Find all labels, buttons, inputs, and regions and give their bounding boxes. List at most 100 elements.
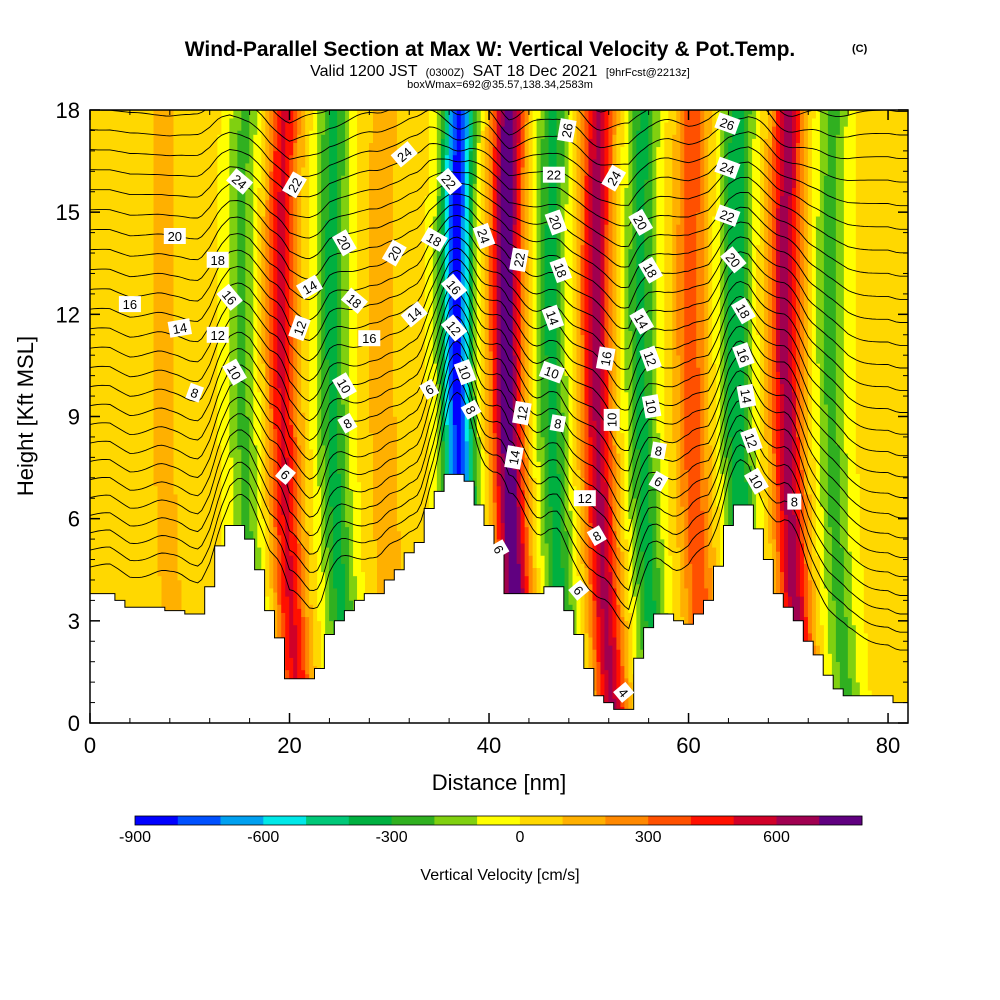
velocity-cell — [357, 481, 362, 642]
velocity-cell — [265, 199, 270, 381]
isentrope-label-bg — [538, 360, 565, 384]
isentrope-label-bg — [216, 283, 243, 311]
velocity-cell — [261, 110, 266, 217]
velocity-cell — [600, 673, 606, 716]
velocity-cell — [724, 121, 729, 458]
velocity-cell — [149, 110, 155, 723]
isentrope-label-bg — [419, 378, 440, 400]
velocity-cell — [768, 146, 773, 430]
velocity-cell — [620, 432, 625, 552]
isentrope-label-text: 18 — [424, 230, 444, 250]
isentrope-label-bg — [714, 204, 741, 227]
velocity-cell — [819, 110, 825, 507]
velocity-cell — [496, 485, 502, 540]
velocity-cell — [604, 481, 610, 581]
velocity-cell — [257, 187, 262, 393]
velocity-cell — [161, 110, 167, 642]
velocity-cell — [440, 440, 446, 515]
velocity-cell — [257, 110, 262, 188]
velocity-cell — [803, 493, 809, 564]
velocity-cell — [189, 110, 195, 723]
velocity-cell — [532, 477, 538, 569]
velocity-cell — [807, 110, 813, 495]
isentrope-label-bg — [206, 251, 229, 268]
velocity-cell — [584, 567, 590, 634]
velocity-cell — [787, 383, 793, 597]
velocity-cell — [823, 110, 829, 176]
isentrope-label-text: 16 — [123, 297, 137, 312]
y-tick-label: 15 — [56, 200, 80, 225]
colorbar-tick-label: -300 — [376, 829, 408, 846]
velocity-cell — [708, 134, 713, 446]
x-tick-label: 0 — [84, 733, 96, 758]
velocity-cell — [875, 110, 881, 723]
velocity-cell — [787, 195, 793, 385]
isentrope-label-bg — [639, 345, 662, 372]
velocity-cell — [540, 436, 546, 556]
velocity-cell — [756, 244, 761, 336]
isentrope-label-text: 8 — [189, 385, 201, 402]
velocity-cell — [345, 110, 350, 528]
velocity-cell — [285, 110, 290, 123]
velocity-cell — [229, 110, 234, 119]
isentrope-label: 18 — [340, 287, 368, 314]
velocity-cell — [612, 134, 618, 446]
velocity-cell — [795, 518, 801, 597]
velocity-cell — [245, 162, 250, 417]
isentrope-label-bg — [274, 463, 297, 486]
velocity-cell — [636, 448, 641, 585]
isentrope-label-bg — [288, 314, 311, 342]
colorbar-tick-label: -900 — [119, 829, 151, 846]
velocity-cell — [776, 110, 781, 209]
velocity-cell — [373, 110, 378, 540]
velocity-cell — [520, 110, 526, 168]
velocity-cell — [676, 546, 681, 683]
isentrope-label-text: 12 — [578, 491, 592, 506]
velocity-cell — [325, 358, 330, 548]
velocity-cell — [416, 110, 422, 723]
velocity-cell — [325, 220, 330, 360]
velocity-cell — [245, 110, 250, 164]
velocity-cell — [608, 571, 614, 646]
velocity-cell — [153, 485, 159, 723]
velocity-cell — [424, 195, 430, 385]
isentrope-line — [90, 225, 908, 369]
velocity-cell — [197, 110, 203, 723]
isentrope-label: 6 — [274, 463, 297, 486]
velocity-cell — [369, 110, 374, 143]
velocity-cell — [317, 485, 322, 622]
velocity-cell — [301, 616, 306, 671]
isentrope-label-text: 8 — [654, 443, 664, 459]
colorbar-swatch — [690, 816, 735, 825]
isentrope-label-bg — [732, 342, 755, 369]
velocity-cell — [524, 526, 530, 577]
colorbar-tick-label: 600 — [763, 829, 790, 846]
isentrope-label-text: 10 — [455, 363, 474, 382]
y-tick-label: 18 — [56, 98, 80, 123]
velocity-cell — [648, 110, 653, 524]
velocity-cell — [404, 110, 410, 667]
velocity-cell — [612, 530, 618, 589]
isentrope-label: 10 — [222, 358, 248, 386]
velocity-cell — [596, 110, 602, 536]
velocity-cell — [544, 542, 550, 626]
colorbar-swatch — [306, 816, 350, 825]
velocity-cell — [780, 110, 785, 197]
velocity-cell — [795, 110, 801, 143]
velocity-cell — [616, 604, 621, 650]
velocity-cell — [173, 110, 179, 495]
isentrope-label: 20 — [720, 246, 747, 274]
velocity-cell — [608, 166, 614, 413]
velocity-cell — [528, 110, 534, 479]
velocity-cell — [644, 399, 649, 622]
colorbar-swatch — [434, 816, 478, 825]
velocity-cell — [672, 110, 677, 135]
isentrope-label: 8 — [586, 525, 607, 547]
isentrope-label-bg — [453, 359, 477, 386]
velocity-cell — [863, 110, 869, 634]
velocity-cell — [568, 510, 574, 605]
isentrope-label: 18 — [206, 251, 229, 268]
isentrope-label-bg — [549, 257, 573, 284]
velocity-cell — [289, 424, 294, 556]
isentrope-label: 14 — [736, 383, 757, 409]
